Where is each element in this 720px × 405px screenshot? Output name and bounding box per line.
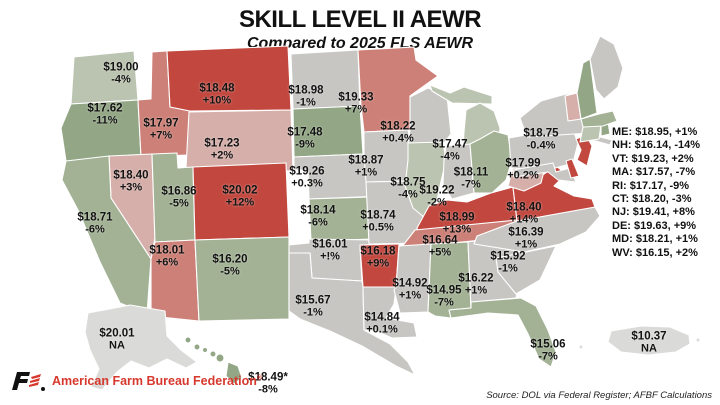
state-HI-island	[215, 353, 225, 363]
state-ME	[589, 35, 624, 100]
state-AK	[84, 304, 198, 391]
list-item-MD: MD: $18.21, +1%	[612, 233, 698, 246]
registered-mark: ®	[256, 374, 263, 382]
state-label-MO: $18.74 +0.5%	[360, 209, 396, 233]
state-label-TN: $16.64 +5%	[422, 234, 458, 258]
state-HI-island	[209, 350, 217, 358]
page-title: SKILL LEVEL II AEWR	[238, 6, 482, 33]
state-label-SC: $15.92 -1%	[490, 250, 526, 274]
state-SC	[495, 245, 557, 295]
state-NH	[576, 58, 598, 120]
afbf-logo-icon	[12, 372, 45, 391]
state-label-MS: $14.92 +1%	[392, 277, 428, 301]
state-label-AR: $16.18 +9%	[360, 245, 396, 269]
state-HI-big-island	[225, 361, 243, 385]
state-label-MN: $19.33 +7%	[338, 91, 374, 115]
list-item-NH: NH: $16.14, -14%	[612, 139, 701, 152]
state-label-CA: $18.71 -6%	[77, 211, 113, 235]
state-label-WA: $19.00 -4%	[103, 61, 139, 85]
state-label-OK: $16.01 +!%	[312, 238, 348, 262]
state-MA	[580, 110, 618, 128]
source-note: Source: DOL via Federal Register; AFBF C…	[486, 390, 712, 401]
state-label-NE: $19.26 +0.3%	[289, 165, 325, 189]
afbf-logo: American Farm Bureau Federation®	[10, 370, 262, 392]
state-label-PR: $10.37 NA	[631, 330, 667, 354]
state-label-LA: $14.84 +0.1%	[364, 311, 400, 335]
state-label-AK: $20.01 NA	[99, 327, 135, 351]
state-DE	[565, 158, 580, 179]
list-item-WV: WV: $16.15, +2%	[612, 246, 698, 259]
northeast-states-list: ME: $18.95, +1% NH: $16.14, -14% VT: $19…	[612, 126, 700, 260]
state-label-MI: $17.47 -4%	[432, 138, 468, 162]
list-item-ME: ME: $18.95, +1%	[612, 126, 698, 138]
state-label-WY: $17.23 +2%	[204, 137, 240, 161]
state-HI-island	[201, 346, 209, 354]
state-TX	[288, 252, 416, 376]
state-MD	[512, 162, 577, 183]
state-label-NM: $16.20 -5%	[212, 253, 248, 277]
state-CT	[579, 124, 602, 143]
state-label-IN: $19.22 -2%	[419, 184, 455, 208]
afbf-logo-text: American Farm Bureau Federation®	[52, 374, 263, 388]
list-item-VT: VT: $19.23, +2%	[612, 152, 694, 165]
list-item-CT: CT: $18.20, -3%	[612, 193, 692, 206]
state-NM	[194, 236, 290, 322]
list-item-NJ: NJ: $19.41, +8%	[612, 206, 695, 219]
state-label-MT: $18.48 +10%	[199, 82, 235, 106]
state-label-ID: $17.97 +7%	[143, 117, 179, 141]
state-WY	[185, 109, 294, 172]
state-label-FL: $15.06 -7%	[530, 338, 566, 362]
state-label-KY: $18.99 +13%	[439, 211, 475, 235]
state-label-SD: $17.48 -9%	[287, 126, 323, 150]
state-MN	[357, 46, 439, 133]
state-label-VA: $18.40 +14%	[506, 201, 542, 225]
state-label-TX: $15.67 -1%	[295, 294, 331, 318]
state-label-OR: $17.62 -11%	[87, 102, 123, 126]
state-HI-island	[184, 336, 192, 344]
state-label-UT: $16.86 -5%	[161, 185, 197, 209]
page-subtitle: Compared to 2025 FLS AEWR	[246, 35, 474, 52]
territory-PR	[607, 325, 691, 356]
list-item-MA: MA: $17.57, -7%	[612, 166, 696, 179]
state-label-OH: $18.11 -7%	[453, 166, 489, 190]
state-label-ND: $18.98 -1%	[288, 84, 324, 108]
state-NC	[473, 206, 601, 253]
state-label-AZ: $18.01 +6%	[149, 244, 185, 268]
state-label-PA: $17.99 +0.2%	[505, 157, 541, 181]
list-item-DE: DE: $19.63, +9%	[612, 219, 697, 232]
header: SKILL LEVEL II AEWR Compared to 2025 FLS…	[0, 6, 720, 53]
state-label-NC: $16.39 +1%	[508, 226, 544, 250]
territory-PR-islet	[578, 344, 584, 350]
state-MI-upper	[429, 84, 493, 105]
state-label-IA: $18.87 +1%	[348, 154, 384, 178]
territory-PR-islet	[695, 337, 701, 343]
list-item-RI: RI: $17.17, -9%	[612, 179, 690, 192]
state-FL	[448, 297, 557, 368]
state-AZ	[150, 239, 200, 322]
state-label-WI: $18.22 +0.4%	[380, 120, 416, 144]
state-HI-island	[193, 343, 201, 351]
state-label-CO: $20.02 +12%	[222, 184, 258, 208]
state-label-AL: $14.95 -7%	[426, 284, 462, 308]
state-label-HI: $18.49* -8%	[248, 371, 288, 395]
state-label-IL: $18.75 -4%	[390, 176, 426, 200]
state-label-KS: $18.14 -6%	[300, 204, 336, 228]
state-label-NY: $18.75 -0.4%	[523, 127, 559, 151]
state-label-NV: $18.40 +3%	[113, 169, 149, 193]
state-label-GA: $16.22 +1%	[458, 272, 494, 296]
